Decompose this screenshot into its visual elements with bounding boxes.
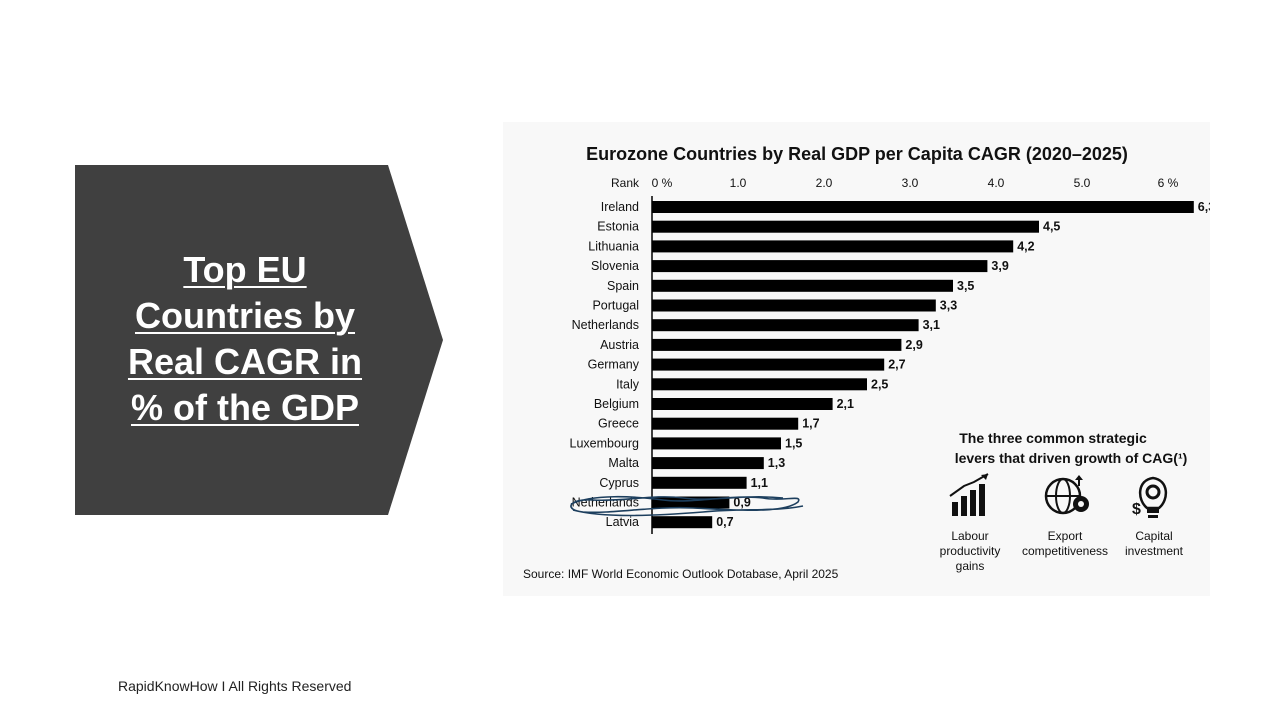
bar — [652, 476, 747, 489]
svg-text:$: $ — [1132, 501, 1141, 518]
data-label: 4,2 — [1017, 239, 1034, 253]
levers-heading-line2: levers that driven growth of CAG(¹) — [955, 450, 1188, 466]
levers-box: The three common strategic levers that d… — [940, 430, 1188, 573]
chart-image-panel: Eurozone Countries by Real GDP per Capit… — [503, 122, 1210, 596]
bar — [652, 240, 1014, 253]
banner-arrow-shape — [75, 165, 443, 515]
data-label: 1,1 — [751, 476, 768, 490]
title-banner: Top EU Countries by Real CAGR in % of th… — [75, 165, 443, 515]
x-tick-label: 2.0 — [816, 176, 833, 190]
lever-label: investment — [1125, 544, 1184, 558]
lever-label: productivity — [940, 544, 1001, 558]
scribble-annotation — [570, 495, 804, 517]
lightbulb-gear-icon: $ — [1132, 476, 1167, 518]
bar — [652, 457, 764, 470]
x-tick-label: 4.0 — [988, 176, 1005, 190]
bar — [652, 417, 799, 430]
category-label: Austria — [600, 338, 639, 352]
category-label: Italy — [616, 377, 640, 391]
x-tick-label: 5.0 — [1074, 176, 1091, 190]
data-label: 6,3 — [1198, 200, 1210, 214]
data-label: 3,3 — [940, 299, 957, 313]
bar — [652, 260, 988, 273]
bar — [652, 437, 781, 450]
category-label: Latvia — [606, 515, 639, 529]
category-label: Luxembourg — [570, 436, 640, 450]
bar — [652, 358, 885, 371]
data-label: 0,7 — [716, 515, 733, 529]
slide-title: Top EU Countries by Real CAGR in % of th… — [127, 249, 363, 428]
bar — [652, 378, 867, 391]
data-label: 0,9 — [733, 496, 750, 510]
data-label: 2,1 — [837, 397, 854, 411]
bar — [652, 299, 936, 312]
bar — [652, 201, 1194, 213]
footer-copyright: RapidKnowHow I All Rights Reserved — [118, 678, 352, 694]
bar — [652, 398, 833, 410]
category-label: Cyprus — [599, 476, 639, 490]
lever-label: gains — [956, 559, 985, 573]
category-label: Ireland — [601, 200, 639, 214]
bar — [652, 220, 1039, 233]
data-label: 4,5 — [1043, 220, 1060, 234]
data-label: 2,7 — [888, 358, 905, 372]
x-tick-label: 1.0 — [730, 176, 747, 190]
category-label: Malta — [608, 456, 639, 470]
lever-label: Export — [1048, 529, 1083, 543]
chart-title: Eurozone Countries by Real GDP per Capit… — [586, 144, 1128, 164]
category-label: Germany — [588, 358, 640, 372]
bar — [652, 279, 953, 292]
lever-label: competitiveness — [1022, 544, 1108, 558]
data-label: 1,3 — [768, 456, 785, 470]
data-label: 3,9 — [991, 259, 1008, 273]
category-label: Belgium — [594, 397, 639, 411]
category-label: Lithuania — [588, 239, 639, 253]
data-label: 1,7 — [802, 417, 819, 431]
bars: Ireland 6,3 Estonia 4,5 Lithuania 4,2 Slovenia… — [570, 200, 1211, 529]
category-label: Slovenia — [591, 259, 639, 273]
levers-heading-line1: The three common strategic — [959, 430, 1147, 446]
data-label: 3,5 — [957, 279, 974, 293]
x-axis-ticks: 0 % 1.0 2.0 3.0 4.0 5.0 6 % — [652, 176, 1179, 190]
bar — [652, 516, 713, 529]
lever-label: Labour — [951, 529, 988, 543]
data-label: 2,5 — [871, 377, 888, 391]
x-tick-label: 0 % — [652, 176, 673, 190]
bar-chart-growth-icon — [949, 473, 989, 516]
x-tick-label: 3.0 — [902, 176, 919, 190]
category-label: Netherlands — [572, 318, 639, 332]
data-label: 3,1 — [923, 318, 940, 332]
data-label: 2,9 — [905, 338, 922, 352]
category-label: Spain — [607, 279, 639, 293]
category-label: Greece — [598, 417, 639, 431]
chart: Eurozone Countries by Real GDP per Capit… — [523, 144, 1211, 581]
lever-label: Capital — [1135, 529, 1172, 543]
globe-gear-icon — [1044, 475, 1089, 515]
rank-label: Rank — [611, 176, 640, 190]
data-label: 1,5 — [785, 436, 802, 450]
category-label: Portugal — [592, 299, 639, 313]
source-note: Source: IMF World Economic Outlook Dotab… — [523, 567, 839, 581]
category-label: Estonia — [597, 220, 639, 234]
bar — [652, 319, 919, 332]
x-tick-label: 6 % — [1158, 176, 1179, 190]
bar — [652, 338, 902, 351]
